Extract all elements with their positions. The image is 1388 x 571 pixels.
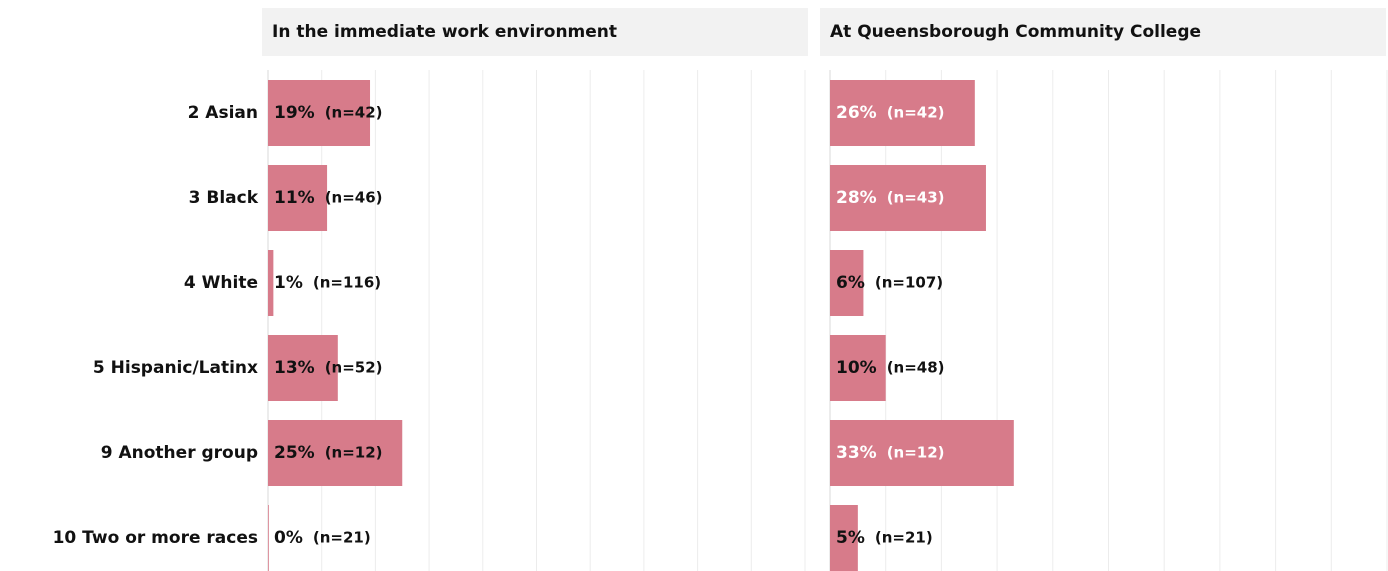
count-label: (n=107) <box>875 274 943 292</box>
value-label: 1% <box>274 273 303 293</box>
category-label: 9 Another group <box>101 443 258 463</box>
category-label: 10 Two or more races <box>53 528 258 548</box>
count-label: (n=21) <box>875 529 933 547</box>
count-label: (n=46) <box>325 189 383 207</box>
value-label: 10% <box>836 358 877 378</box>
panel-title: In the immediate work environment <box>272 22 617 42</box>
count-label: (n=21) <box>313 529 371 547</box>
bar <box>268 250 274 316</box>
category-label: 2 Asian <box>188 103 258 123</box>
category-label: 5 Hispanic/Latinx <box>93 358 258 378</box>
value-label: 25% <box>274 443 315 463</box>
bar <box>830 420 1014 486</box>
panel-header <box>820 8 1386 56</box>
category-label: 3 Black <box>189 188 259 208</box>
panel-header <box>262 8 808 56</box>
count-label: (n=116) <box>313 274 381 292</box>
value-label: 19% <box>274 103 315 123</box>
value-label: 33% <box>836 443 877 463</box>
value-label: 5% <box>836 528 865 548</box>
count-label: (n=42) <box>325 104 383 122</box>
value-label: 13% <box>274 358 315 378</box>
bar <box>830 80 975 146</box>
value-label: 11% <box>274 188 315 208</box>
count-label: (n=12) <box>887 444 945 462</box>
bar <box>830 250 864 316</box>
bar <box>268 80 371 146</box>
bar <box>830 165 986 231</box>
value-label: 6% <box>836 273 865 293</box>
count-label: (n=12) <box>325 444 383 462</box>
bar <box>268 420 403 486</box>
count-label: (n=52) <box>325 359 383 377</box>
category-label: 4 White <box>184 273 258 293</box>
count-label: (n=43) <box>887 189 945 207</box>
value-label: 28% <box>836 188 877 208</box>
bar <box>830 335 886 401</box>
count-label: (n=42) <box>887 104 945 122</box>
bar <box>268 505 269 571</box>
bar <box>830 505 858 571</box>
value-label: 0% <box>274 528 303 548</box>
bar <box>268 335 338 401</box>
count-label: (n=48) <box>887 359 945 377</box>
bar <box>268 165 328 231</box>
panel-title: At Queensborough Community College <box>830 22 1201 42</box>
value-label: 26% <box>836 103 877 123</box>
